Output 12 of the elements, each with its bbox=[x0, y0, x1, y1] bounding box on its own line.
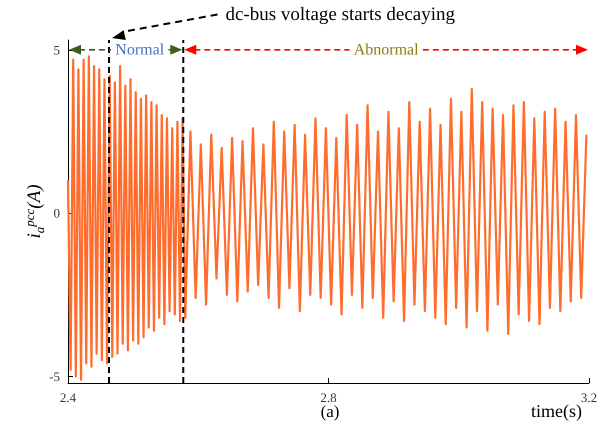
x-tick-label: 3.2 bbox=[580, 390, 598, 405]
x-axis-title: time(s) bbox=[531, 401, 582, 421]
text: (a) bbox=[320, 402, 340, 421]
line-series bbox=[66, 55, 588, 381]
annotation: Normal bbox=[115, 41, 165, 58]
annotation: Abnormal bbox=[354, 41, 420, 58]
x-tick-label: 2.4 bbox=[60, 390, 77, 405]
text: dc-bus voltage starts decaying bbox=[225, 4, 456, 25]
y-tick-label: -5 bbox=[49, 368, 60, 384]
x-tick-label: 2.8 bbox=[320, 390, 337, 405]
y-tick-label: 0 bbox=[54, 206, 60, 221]
y-tick-label: 5 bbox=[54, 42, 60, 58]
